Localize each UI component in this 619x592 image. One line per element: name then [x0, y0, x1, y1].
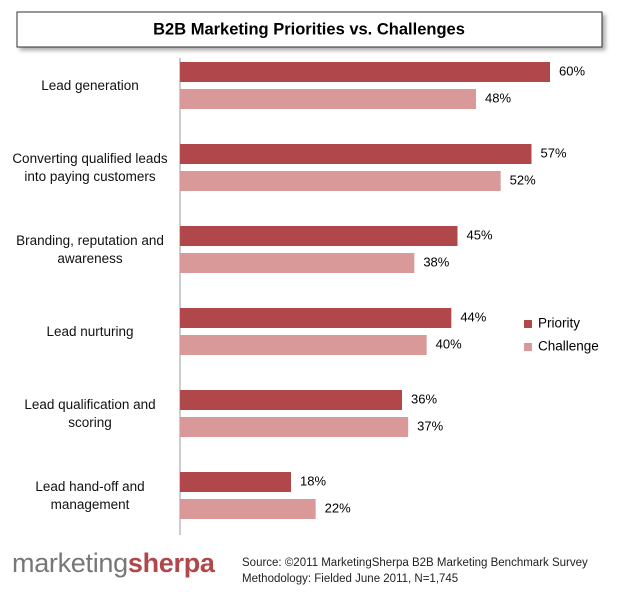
legend-label: Priority: [538, 316, 580, 331]
value-label: 37%: [417, 418, 443, 433]
logo: marketingsherpa: [12, 548, 215, 579]
category-label: Converting qualified leads into paying c…: [12, 150, 168, 184]
bar: [180, 499, 316, 519]
value-label: 36%: [411, 391, 437, 406]
category-label: Lead nurturing: [46, 323, 134, 339]
methodology: Methodology: Fielded June 2011, N=1,745: [242, 573, 459, 585]
chart-title: B2B Marketing Priorities vs. Challenges: [153, 20, 465, 38]
bar: [180, 472, 291, 492]
value-label: 57%: [541, 145, 567, 160]
value-label: 22%: [325, 500, 351, 515]
bar: [180, 335, 427, 355]
bar: [180, 253, 415, 273]
value-label: 48%: [485, 90, 511, 105]
value-label: 40%: [436, 336, 462, 351]
value-label: 18%: [300, 473, 326, 488]
category-label: Lead qualification and scoring: [24, 396, 156, 430]
value-label: 38%: [423, 254, 449, 269]
logo-part: sherpa: [127, 548, 215, 578]
value-label: 44%: [460, 309, 486, 324]
source: Source: ©2011 MarketingSherpa B2B Market…: [242, 557, 588, 569]
value-label: 52%: [510, 172, 536, 187]
value-label: 60%: [559, 63, 585, 78]
category-label: Lead generation: [41, 77, 139, 93]
value-label: 45%: [467, 227, 493, 242]
category-label: Branding, reputation and awareness: [16, 232, 164, 266]
bar: [180, 89, 476, 109]
legend-swatch: [524, 320, 532, 328]
bar: [180, 226, 458, 246]
legend-label: Challenge: [538, 339, 599, 354]
title-box: [16, 11, 603, 48]
logo-part: marketing: [12, 548, 128, 578]
legend-swatch: [524, 343, 532, 351]
bar: [180, 417, 409, 437]
bar: [180, 390, 402, 410]
bar: [180, 308, 452, 328]
bar: [180, 171, 501, 191]
category-label: Lead hand-off and management: [35, 478, 145, 512]
bar: [180, 62, 550, 82]
bar: [180, 144, 532, 164]
